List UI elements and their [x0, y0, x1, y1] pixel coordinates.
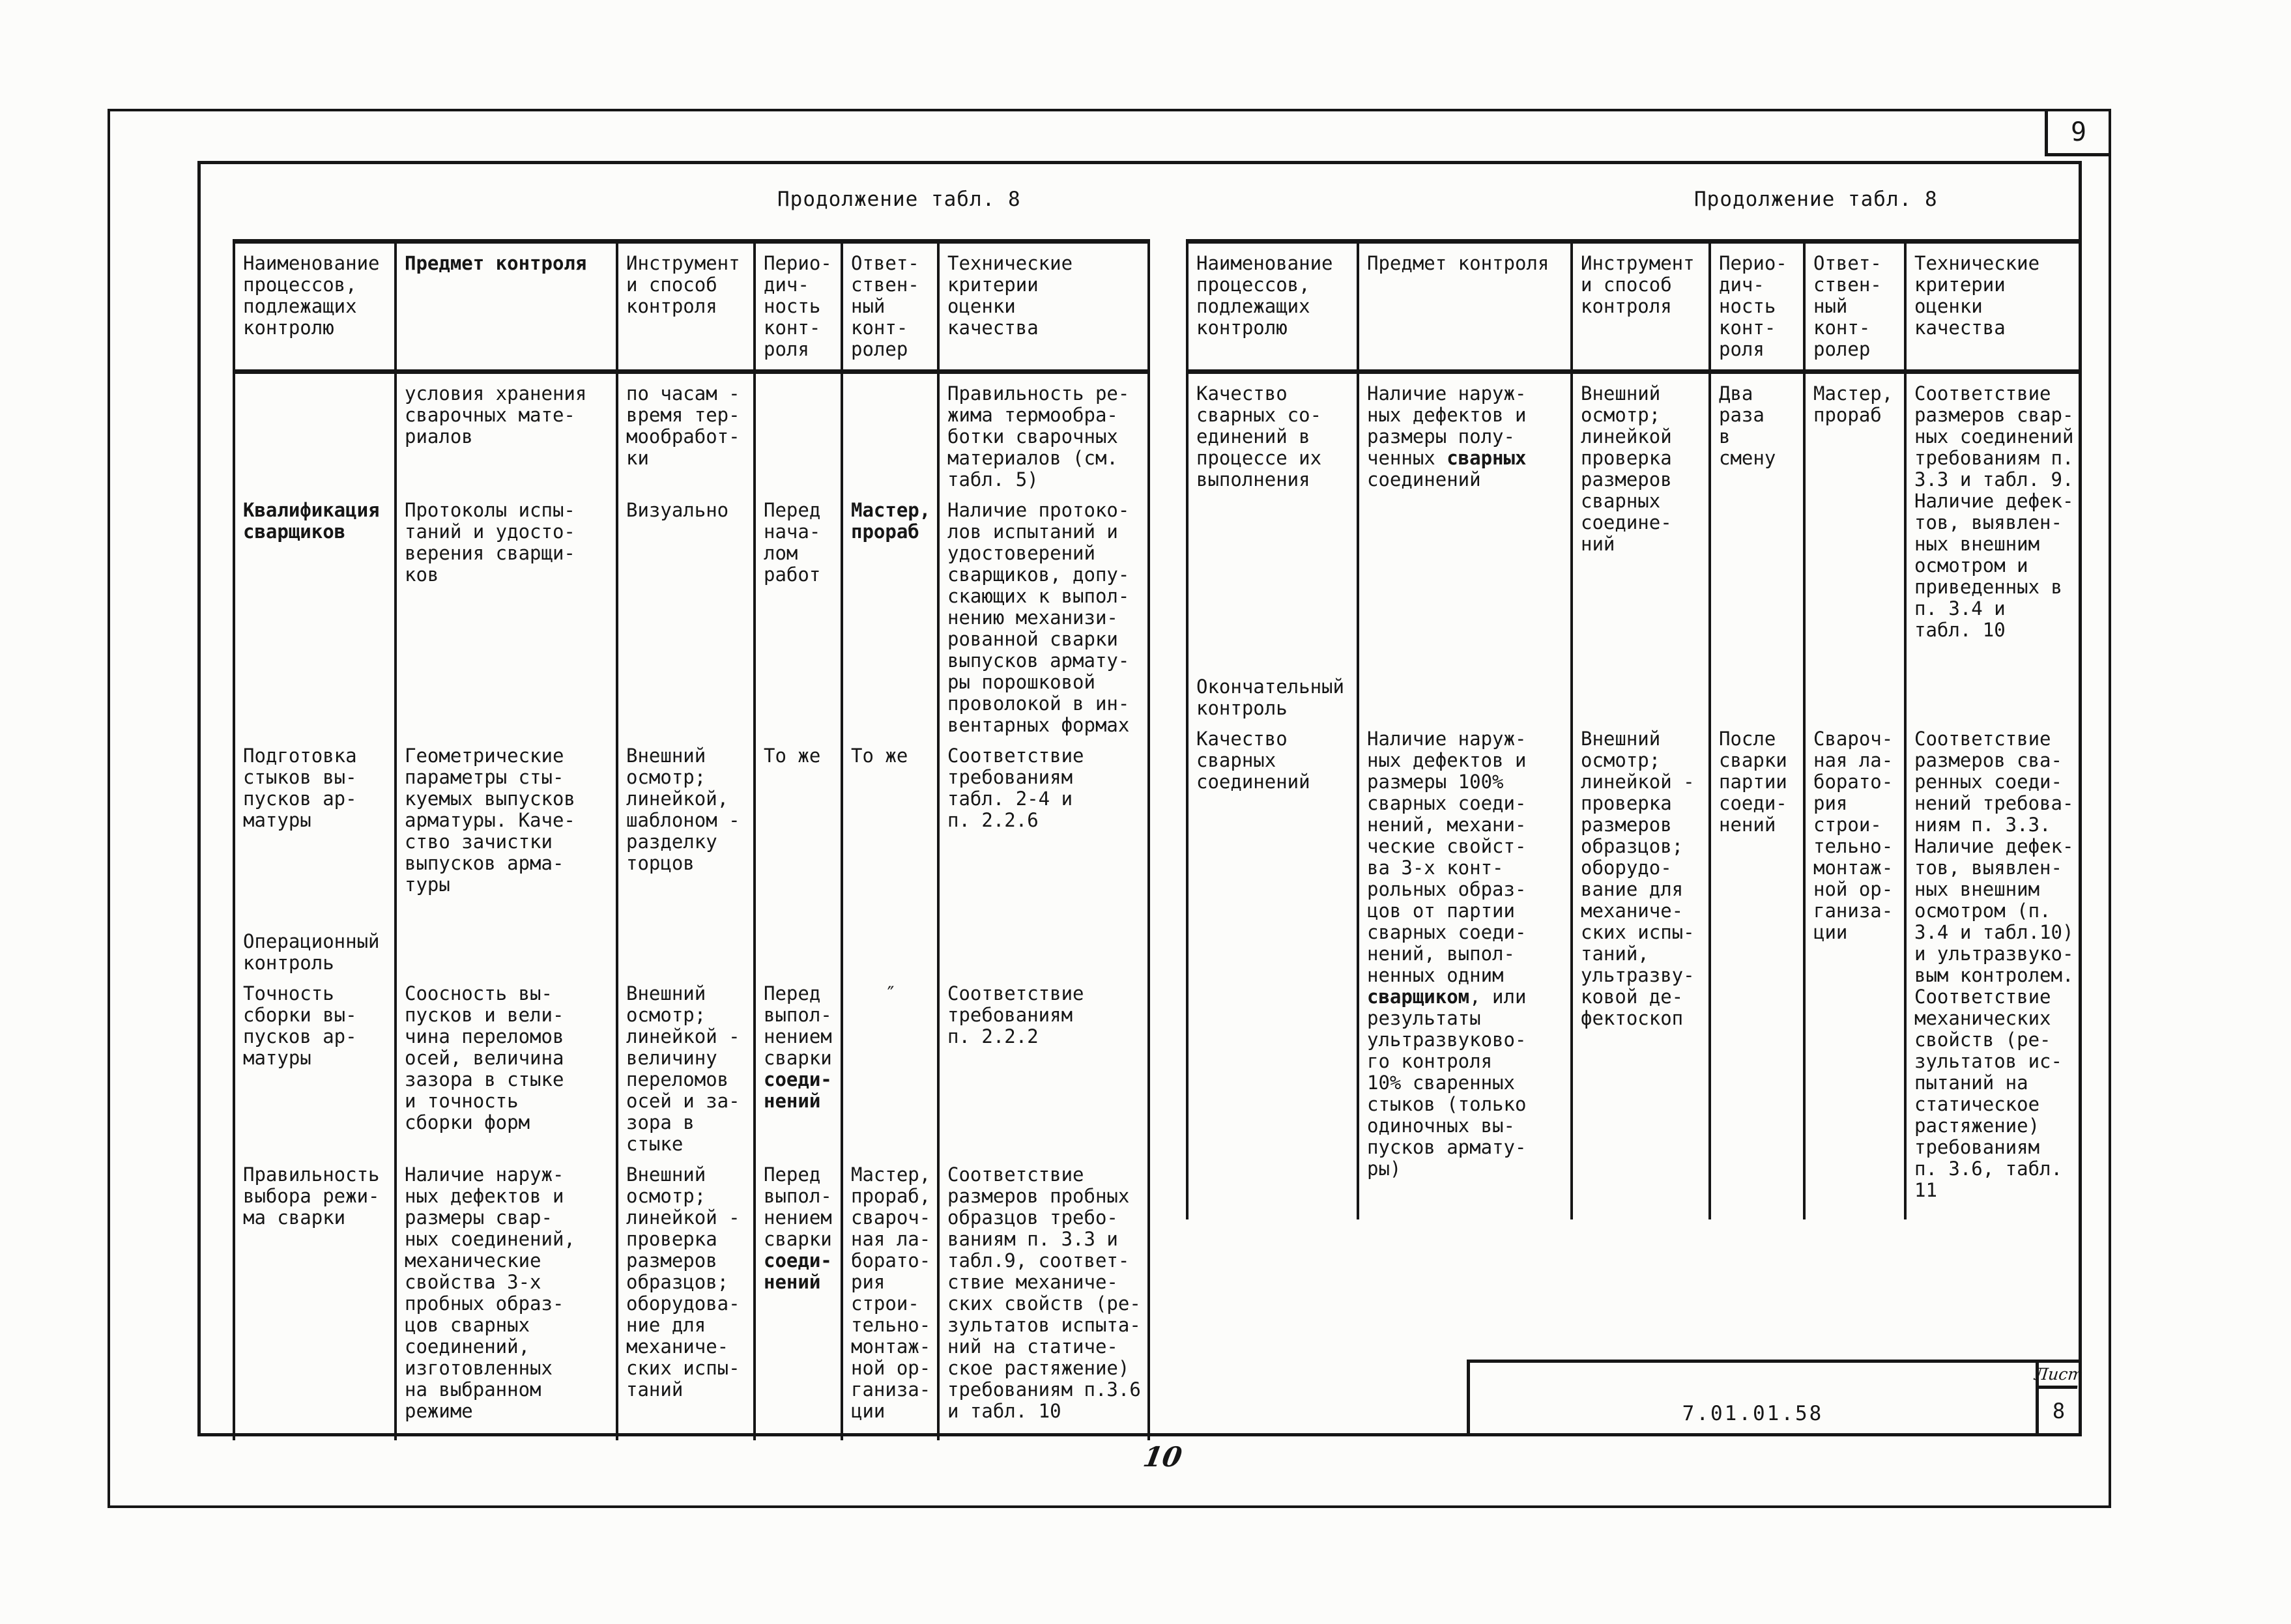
table-cell: Квалификация сварщиков	[233, 491, 394, 736]
table-header-cell: Перио-дич-ность конт-роля	[1708, 244, 1803, 374]
table-cell: условия хранения сварочных мате-риалов	[394, 374, 616, 491]
table-cell: Свароч-ная ла-борато-рия строи-тельно-мон…	[1803, 719, 1904, 1219]
table-cell: Визуально	[616, 491, 753, 736]
table-cell: После сварки партии соеди-нений	[1708, 719, 1803, 1219]
table-cell: Наличие наруж-ных дефектов и размеры полу…	[1357, 374, 1570, 641]
table-cell: Соответствие размеров сва-ренных соеди-не…	[1904, 719, 2082, 1219]
table-cell	[753, 374, 841, 491]
table-cell: Перед нача-лом работ	[753, 491, 841, 736]
table-cell: Соответствие требованиям табл. 2-4 и п. 2.2…	[937, 736, 1150, 896]
table-cell: Подготовка стыков вы-пусков ар-матуры	[233, 736, 394, 896]
table-cell	[394, 896, 616, 974]
table-cell: Внешний осмотр; линейкой, шаблоном - разделк…	[616, 736, 753, 896]
table-cell: Окончательный контроль	[1186, 641, 1357, 719]
table-cell: Наличие наруж-ных дефектов и размеры 100%…	[1357, 719, 1570, 1219]
table-cell	[841, 896, 937, 974]
table-cell: Соответствие размеров пробных образцов тре…	[937, 1155, 1150, 1440]
table-header-cell: Инструмент и способ контроля	[616, 244, 753, 374]
sheet-label: Лист	[2034, 1363, 2084, 1389]
table-cell: Внешний осмотр; линейкой - проверка размеров…	[1570, 719, 1708, 1219]
table-cell: Перед выпол-нением сварки соеди-нений	[753, 974, 841, 1155]
table-cell: Внешний осмотр; линейкой - величину переломо…	[616, 974, 753, 1155]
table-cell: Два раза в смену	[1708, 374, 1803, 641]
qc-table-left: Наименование процессов, подлежащих контролю…	[233, 239, 1150, 1440]
table-header-cell: Технические критерии оценки качества	[937, 244, 1150, 374]
table-cell: Мастер, прораб	[841, 491, 937, 736]
table-cell: Правильность выбора режи-ма сварки	[233, 1155, 394, 1440]
table-header-cell: Ответ-ствен-ный конт-ролер	[841, 244, 937, 374]
table-header-cell: Инструмент и способ контроля	[1570, 244, 1708, 374]
table-cell	[841, 374, 937, 491]
table-cell	[1570, 641, 1708, 719]
table-cell: Точность сборки вы-пусков ар-матуры	[233, 974, 394, 1155]
left-table-title: Продолжение табл. 8	[777, 188, 1021, 211]
title-block: 7.01.01.58 Лист 8	[1467, 1360, 2084, 1436]
table-cell: Мастер, прораб	[1803, 374, 1904, 641]
table-cell: Мастер, прораб, свароч-ная ла-борато-рия ст…	[841, 1155, 937, 1440]
table-cell	[1708, 641, 1803, 719]
sheet-box: Лист 8	[2034, 1363, 2084, 1433]
table-cell: Перед выпол-нением сварки соеди-нений	[753, 1155, 841, 1440]
table-cell: Наличие протоко-лов испытаний и удостовер…	[937, 491, 1150, 736]
table-cell: Внешний осмотр; линейкой - проверка размеров…	[616, 1155, 753, 1440]
table-header-cell: Наименование процессов, подлежащих контролю	[233, 244, 394, 374]
table-cell: Операционный контроль	[233, 896, 394, 974]
table-header-cell: Наименование процессов, подлежащих контролю	[1186, 244, 1357, 374]
table-cell: Соответствие требованиям п. 2.2.2	[937, 974, 1150, 1155]
table-header-cell: Предмет контроля	[394, 244, 616, 374]
table-cell	[616, 896, 753, 974]
sheet-number: 8	[2052, 1399, 2066, 1423]
table-cell: Геометрические параметры сты-куемых выпус…	[394, 736, 616, 896]
table-cell	[233, 374, 394, 491]
table-cell: Соответствие размеров свар-ных соединений…	[1904, 374, 2082, 641]
table-cell: То же	[841, 736, 937, 896]
table-header-cell: Предмет контроля	[1357, 244, 1570, 374]
corner-page-number: 9	[2070, 117, 2087, 147]
table-cell: Качество сварных соединений	[1186, 719, 1357, 1219]
table-header-cell: Перио-дич-ность конт-роля	[753, 244, 841, 374]
table-cell: Внешний осмотр; линейкой проверка размеров св…	[1570, 374, 1708, 641]
table-cell	[1357, 641, 1570, 719]
table-cell: Соосность вы-пусков и вели-чина переломо…	[394, 974, 616, 1155]
table-header-cell: Ответ-ствен-ный конт-ролер	[1803, 244, 1904, 374]
table-header-cell: Технические критерии оценки качества	[1904, 244, 2082, 374]
right-table-title: Продолжение табл. 8	[1694, 188, 1938, 211]
table-cell: по часам - время тер-мообработ-ки	[616, 374, 753, 491]
table-cell	[753, 896, 841, 974]
table-cell: То же	[753, 736, 841, 896]
table-cell: Наличие наруж-ных дефектов и размеры свар…	[394, 1155, 616, 1440]
qc-table-right: Наименование процессов, подлежащих контролю…	[1186, 239, 2082, 1219]
table-cell: Правильность ре-жима термообра-ботки сва…	[937, 374, 1150, 491]
table-cell: Протоколы испы-таний и удосто-верения св…	[394, 491, 616, 736]
handwritten-page-number: 10	[1140, 1441, 1185, 1473]
table-cell: Качество сварных со-единений в процессе их…	[1186, 374, 1357, 641]
page-border-frame	[108, 109, 2111, 1508]
table-cell	[937, 896, 1150, 974]
table-cell	[1803, 641, 1904, 719]
table-cell: ″	[841, 974, 937, 1155]
table-cell	[1904, 641, 2082, 719]
page-number-box: 9	[2045, 111, 2109, 156]
document-code: 7.01.01.58	[1682, 1402, 1824, 1425]
